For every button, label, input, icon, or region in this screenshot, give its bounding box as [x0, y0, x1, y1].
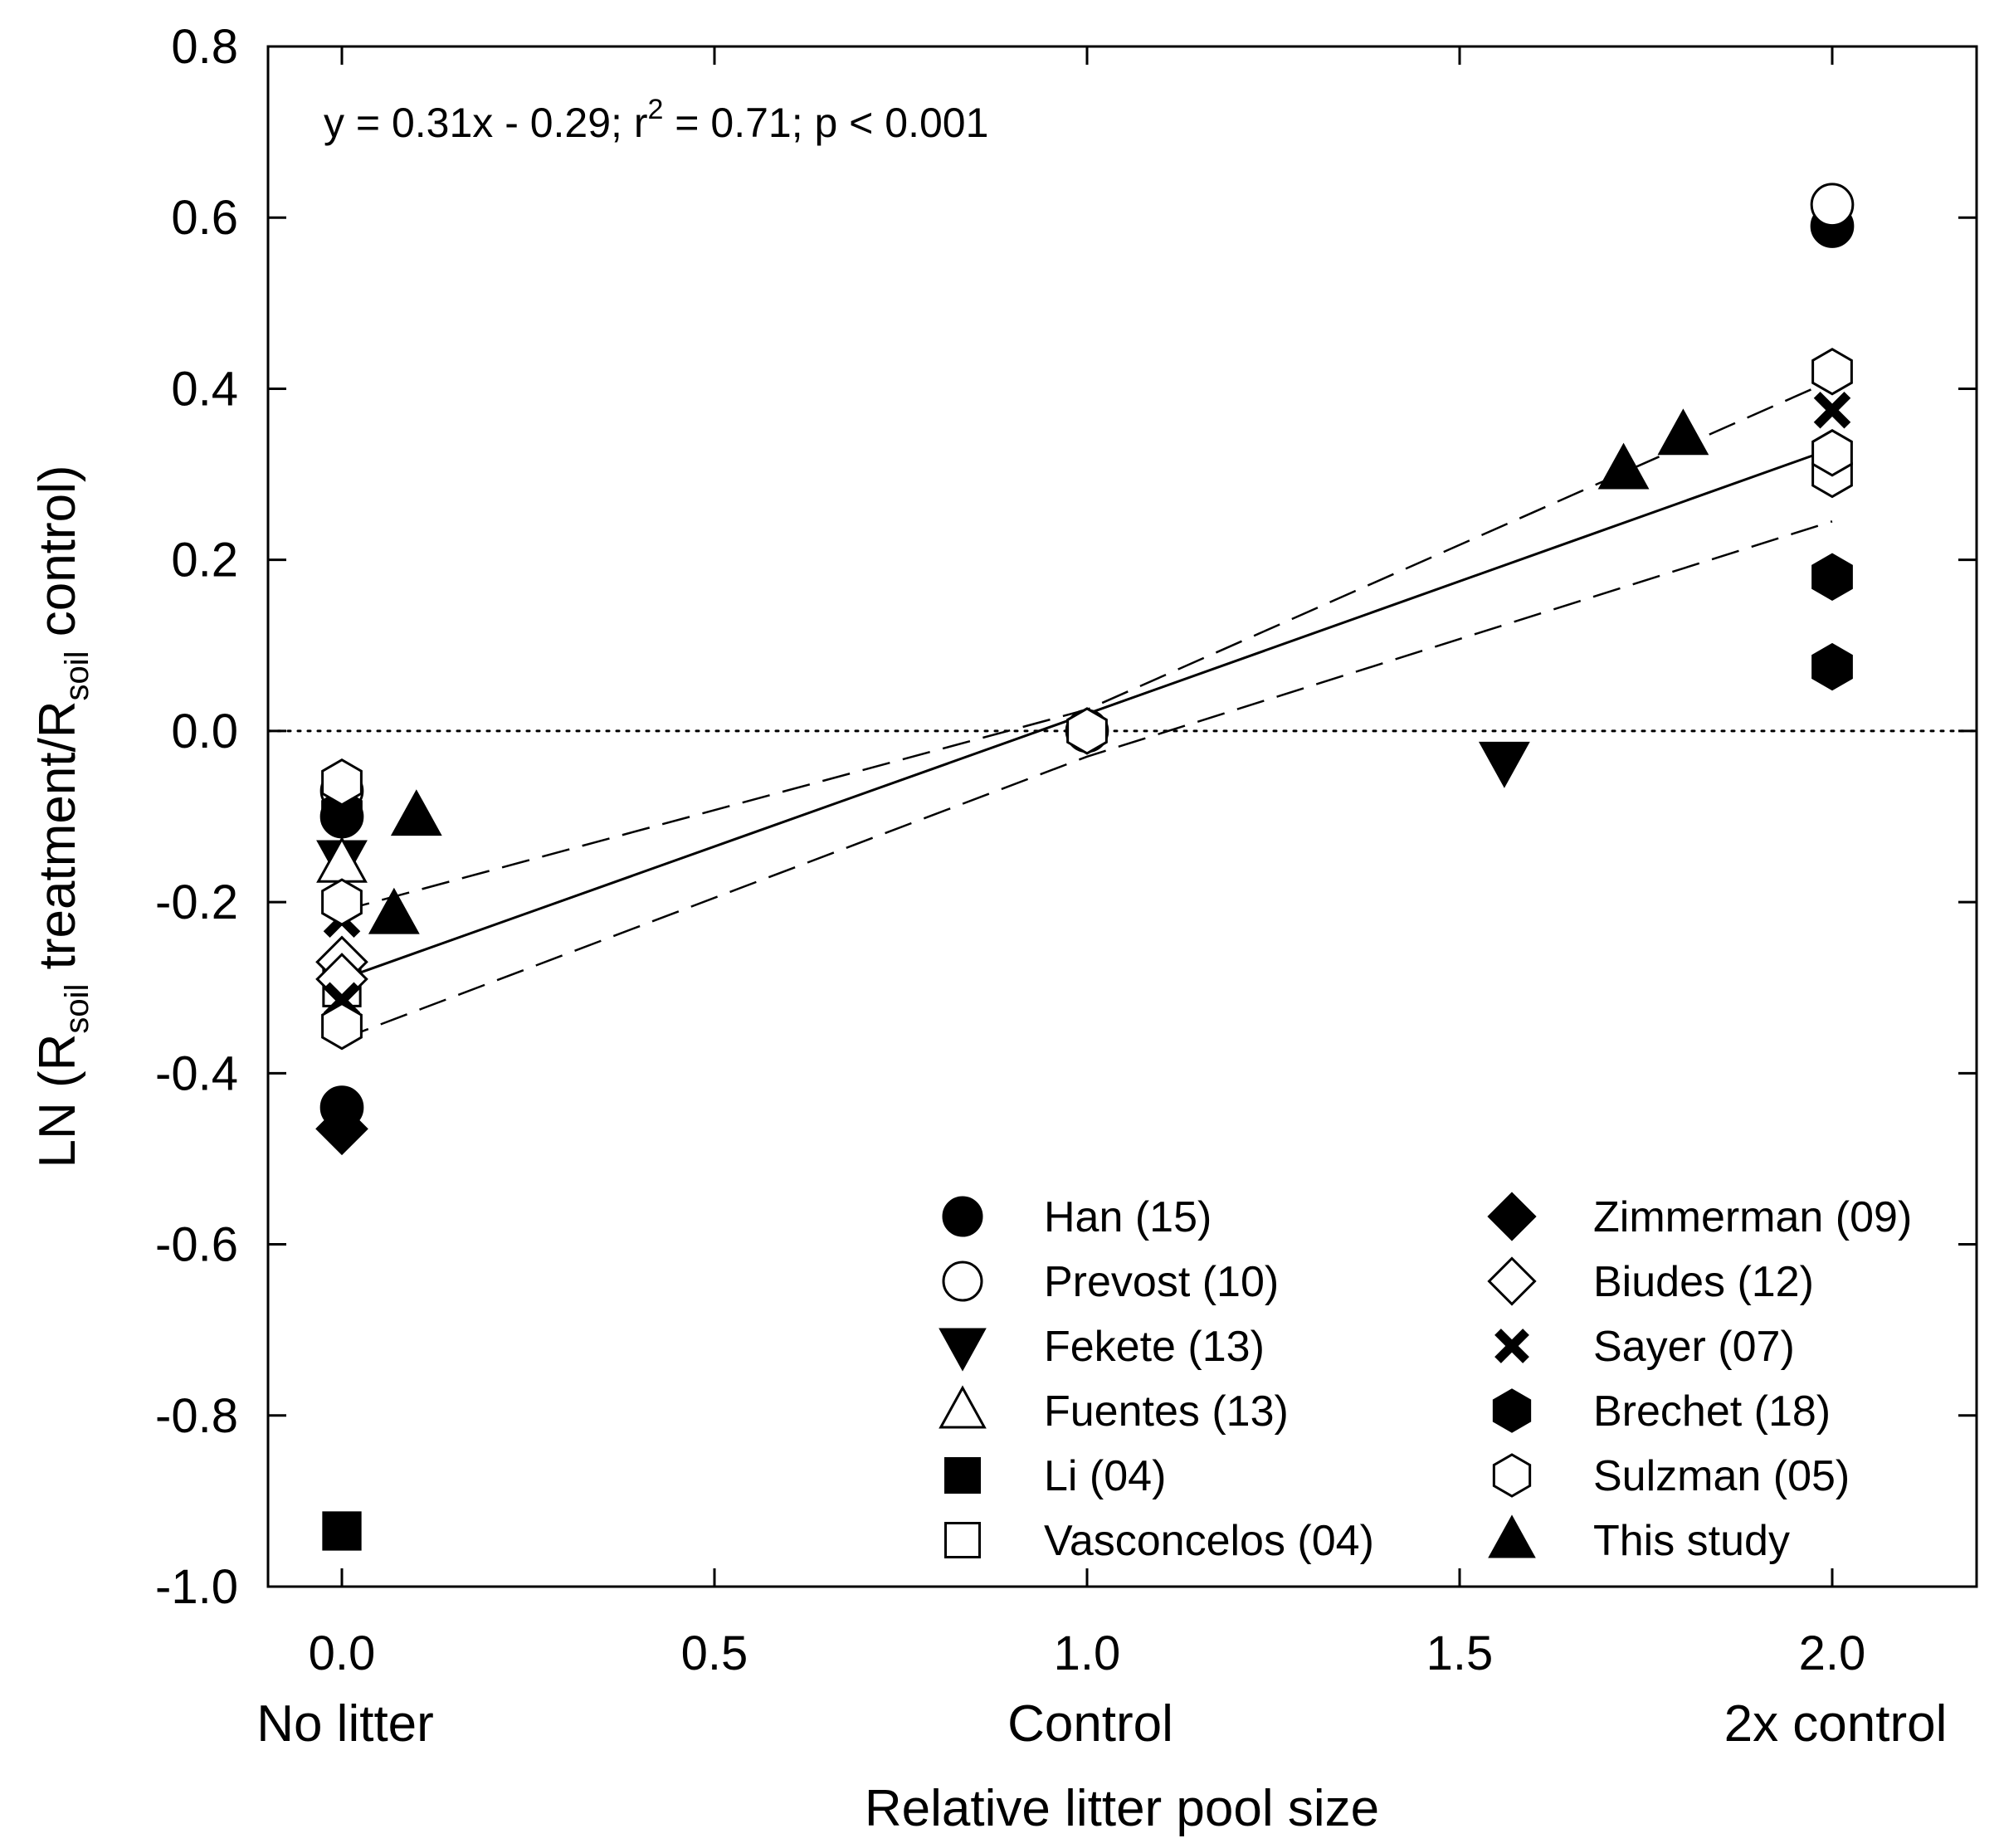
data-point-sulzman-05: [321, 1002, 363, 1051]
data-point-this-study: [390, 789, 442, 836]
legend-symbol-fekete-13: [939, 1328, 987, 1372]
data-point-sulzman-05: [321, 758, 363, 807]
y-tick-label: 0.4: [171, 362, 238, 416]
data-point-brechet-18: [1811, 553, 1853, 602]
equation-superscript: 2: [647, 94, 663, 125]
confidence-band-upper: [341, 378, 1833, 912]
legend-symbol-sayer-07: [1494, 1329, 1529, 1363]
y-tick-label: 0.2: [171, 534, 238, 588]
legend-symbol-fuentes-13: [939, 1385, 987, 1429]
x-marker-stroke: [1813, 391, 1851, 429]
legend-label-li-04: Li (04): [1044, 1452, 1166, 1500]
y-tick-label: -0.8: [155, 1389, 238, 1443]
legend-symbol-li-04: [944, 1457, 981, 1494]
data-point-sulzman-05: [1066, 707, 1108, 755]
data-point-li-04: [322, 1511, 362, 1551]
y-axis-title-subscript: soil: [59, 984, 95, 1034]
legend-symbol-this-study: [1488, 1514, 1536, 1558]
legend-symbol-han-15: [942, 1196, 983, 1237]
legend-label-sayer-07: Sayer (07): [1593, 1323, 1795, 1371]
data-point-brechet-18: [1811, 642, 1853, 691]
data-point-zimmerman-09: [315, 1102, 368, 1156]
x-axis-title: Relative litter pool size: [865, 1780, 1379, 1837]
equation-part: = 0.71; p < 0.001: [663, 100, 988, 146]
regression-equation: y = 0.31x - 0.29; r2 = 0.71; p < 0.001: [324, 94, 988, 146]
data-point-sulzman-05: [321, 878, 363, 926]
y-tick-label: -0.2: [155, 875, 238, 929]
data-point-this-study: [1597, 442, 1650, 490]
y-axis-title: LN (Rsoil treatment/Rsoil control): [29, 465, 95, 1168]
y-tick-label: 0.8: [171, 20, 238, 74]
x-tick-label: 2.0: [1799, 1626, 1866, 1680]
y-axis-title-part: control): [29, 465, 86, 651]
data-point-sayer-07: [1813, 391, 1851, 429]
legend-symbol-prevost-10: [942, 1260, 983, 1302]
legend-label-prevost-10: Prevost (10): [1044, 1258, 1279, 1306]
y-tick-label: 0.6: [171, 191, 238, 245]
x-tick-label: 0.5: [681, 1626, 748, 1680]
legend-symbol-vasconcelos-04: [944, 1522, 981, 1558]
data-point-sulzman-05: [1811, 429, 1853, 477]
x-tick-label: 1.0: [1054, 1626, 1121, 1680]
legend-label-this-study: This study: [1593, 1517, 1790, 1565]
legend-symbol-biudes-12: [1487, 1256, 1537, 1306]
legend-label-han-15: Han (15): [1044, 1193, 1212, 1241]
legend-label-fekete-13: Fekete (13): [1044, 1323, 1265, 1371]
y-tick-label: -0.6: [155, 1218, 238, 1272]
x-tick-label: 0.0: [309, 1626, 376, 1680]
x-tick-label: 1.5: [1426, 1626, 1494, 1680]
legend-label-zimmerman-09: Zimmerman (09): [1593, 1193, 1912, 1241]
plot-frame: [266, 45, 1978, 1588]
y-tick-label: -1.0: [155, 1560, 238, 1614]
x-category-label: No litter: [256, 1695, 434, 1753]
legend-label-biudes-12: Biudes (12): [1593, 1258, 1814, 1306]
y-tick-label: 0.0: [171, 705, 238, 758]
data-point-brechet-18: [321, 788, 363, 836]
data-point-fekete-13: [1478, 741, 1530, 788]
data-point-this-study: [368, 887, 420, 934]
y-axis-title-subscript: soil: [59, 651, 95, 700]
legend-label-fuentes-13: Fuentes (13): [1044, 1387, 1289, 1436]
x-marker-stroke: [1494, 1329, 1529, 1363]
legend-symbol-zimmerman-09: [1487, 1192, 1537, 1241]
legend-label-sulzman-05: Sulzman (05): [1593, 1452, 1850, 1500]
legend-symbol-sulzman-05: [1492, 1453, 1532, 1498]
data-point-this-study: [1657, 408, 1709, 456]
equation-part: y = 0.31x - 0.29; r: [324, 100, 647, 146]
legend-label-vasconcelos-04: Vasconcelos (04): [1044, 1517, 1374, 1565]
data-point-prevost-10: [1810, 183, 1855, 227]
x-category-label: Control: [1007, 1695, 1173, 1753]
confidence-band-lower: [341, 520, 1833, 1041]
x-category-label: 2x control: [1724, 1695, 1948, 1753]
y-axis-title-part: treatment/R: [29, 700, 86, 983]
y-tick-label: -0.4: [155, 1046, 238, 1100]
y-axis-title-part: LN (R: [29, 1034, 86, 1168]
legend-label-brechet-18: Brechet (18): [1593, 1387, 1831, 1436]
data-point-sulzman-05: [1811, 348, 1853, 396]
legend-symbol-brechet-18: [1492, 1388, 1532, 1433]
